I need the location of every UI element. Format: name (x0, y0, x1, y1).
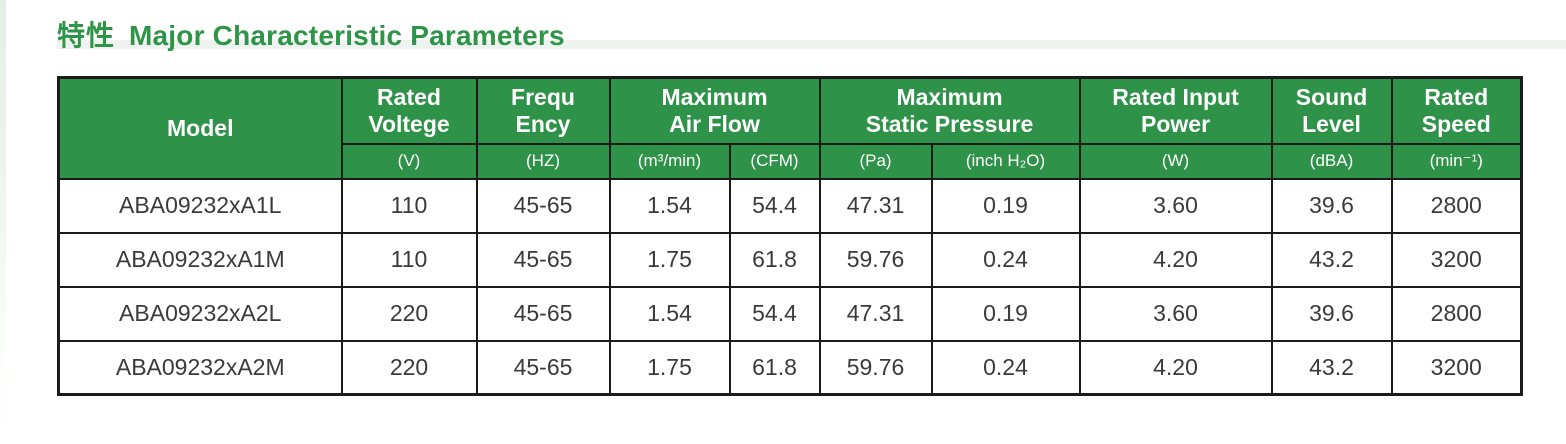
value-cell: 220 (340, 339, 478, 396)
unit-m3min: (m³/min) (608, 142, 731, 180)
unit-min-1: (min⁻¹) (1390, 142, 1523, 180)
value-cell: 4.20 (1078, 231, 1273, 288)
value-cell: 45-65 (475, 231, 611, 288)
value-cell: 110 (340, 231, 478, 288)
title-zh: 特性 (57, 20, 116, 51)
value-cell: 0.19 (930, 177, 1081, 234)
title-underline (57, 40, 1566, 49)
value-cell: 45-65 (475, 339, 611, 396)
col-header-sound-level: Sound Level (1270, 76, 1393, 145)
value-cell: 45-65 (475, 285, 611, 342)
col-header-max-air-flow: Maximum Air Flow (608, 76, 821, 145)
unit-cfm: (CFM) (728, 142, 821, 180)
model-cell: ABA09232xA1M (57, 231, 343, 288)
col-header-frequency: Frequ Ency (475, 76, 611, 145)
model-cell: ABA09232xA1L (57, 177, 343, 234)
table-row: ABA09232xA1M 110 45-65 1.75 61.8 59.76 0… (57, 231, 1523, 288)
header-row-main: Model Rated Voltege Frequ Ency Maximum A… (57, 76, 1523, 180)
title-en: Major Characteristic Parameters (129, 20, 565, 51)
value-cell: 220 (340, 285, 478, 342)
value-cell: 1.75 (608, 231, 731, 288)
value-cell: 0.19 (930, 285, 1081, 342)
model-cell: ABA09232xA2M (57, 339, 343, 396)
page-title: 特性 Major Characteristic Parameters (57, 20, 565, 52)
value-cell: 3.60 (1078, 177, 1273, 234)
value-cell: 2800 (1390, 177, 1523, 234)
col-header-rated-voltage: Rated Voltege (340, 76, 478, 145)
value-cell: 0.24 (930, 339, 1081, 396)
table-row: ABA09232xA2M 220 45-65 1.75 61.8 59.76 0… (57, 339, 1523, 396)
value-cell: 1.75 (608, 339, 731, 396)
unit-hz: (HZ) (475, 142, 611, 180)
value-cell: 47.31 (818, 177, 933, 234)
value-cell: 0.24 (930, 231, 1081, 288)
value-cell: 47.31 (818, 285, 933, 342)
col-header-rated-input-power: Rated Input Power (1078, 76, 1273, 145)
value-cell: 1.54 (608, 177, 731, 234)
value-cell: 3.60 (1078, 285, 1273, 342)
col-header-model: Model (57, 76, 343, 180)
unit-volts: (V) (340, 142, 478, 180)
value-cell: 3200 (1390, 231, 1523, 288)
value-cell: 54.4 (728, 285, 821, 342)
value-cell: 61.8 (728, 231, 821, 288)
value-cell: 1.54 (608, 285, 731, 342)
value-cell: 54.4 (728, 177, 821, 234)
header-row-units: (V) (HZ) (m³/min) (CFM) (Pa) (inch H₂O) … (59, 142, 1523, 180)
col-header-rated-speed: Rated Speed (1390, 76, 1523, 145)
value-cell: 3200 (1390, 339, 1523, 396)
value-cell: 2800 (1390, 285, 1523, 342)
value-cell: 43.2 (1270, 231, 1393, 288)
col-header-max-static-pressure: Maximum Static Pressure (818, 76, 1081, 145)
unit-pa: (Pa) (818, 142, 933, 180)
model-cell: ABA09232xA2L (57, 285, 343, 342)
table-row: ABA09232xA2L 220 45-65 1.54 54.4 47.31 0… (57, 285, 1523, 342)
table-row: ABA09232xA1L 110 45-65 1.54 54.4 47.31 0… (57, 177, 1523, 234)
value-cell: 4.20 (1078, 339, 1273, 396)
value-cell: 43.2 (1270, 339, 1393, 396)
value-cell: 45-65 (475, 177, 611, 234)
unit-inch-h2o: (inch H₂O) (930, 142, 1081, 180)
unit-watt: (W) (1078, 142, 1273, 180)
value-cell: 39.6 (1270, 177, 1393, 234)
spec-table: Model Rated Voltege Frequ Ency Maximum A… (57, 76, 1524, 396)
value-cell: 110 (340, 177, 478, 234)
unit-dba: (dBA) (1270, 142, 1393, 180)
value-cell: 61.8 (728, 339, 821, 396)
left-edge-strip (0, 0, 6, 444)
value-cell: 39.6 (1270, 285, 1393, 342)
value-cell: 59.76 (818, 339, 933, 396)
value-cell: 59.76 (818, 231, 933, 288)
